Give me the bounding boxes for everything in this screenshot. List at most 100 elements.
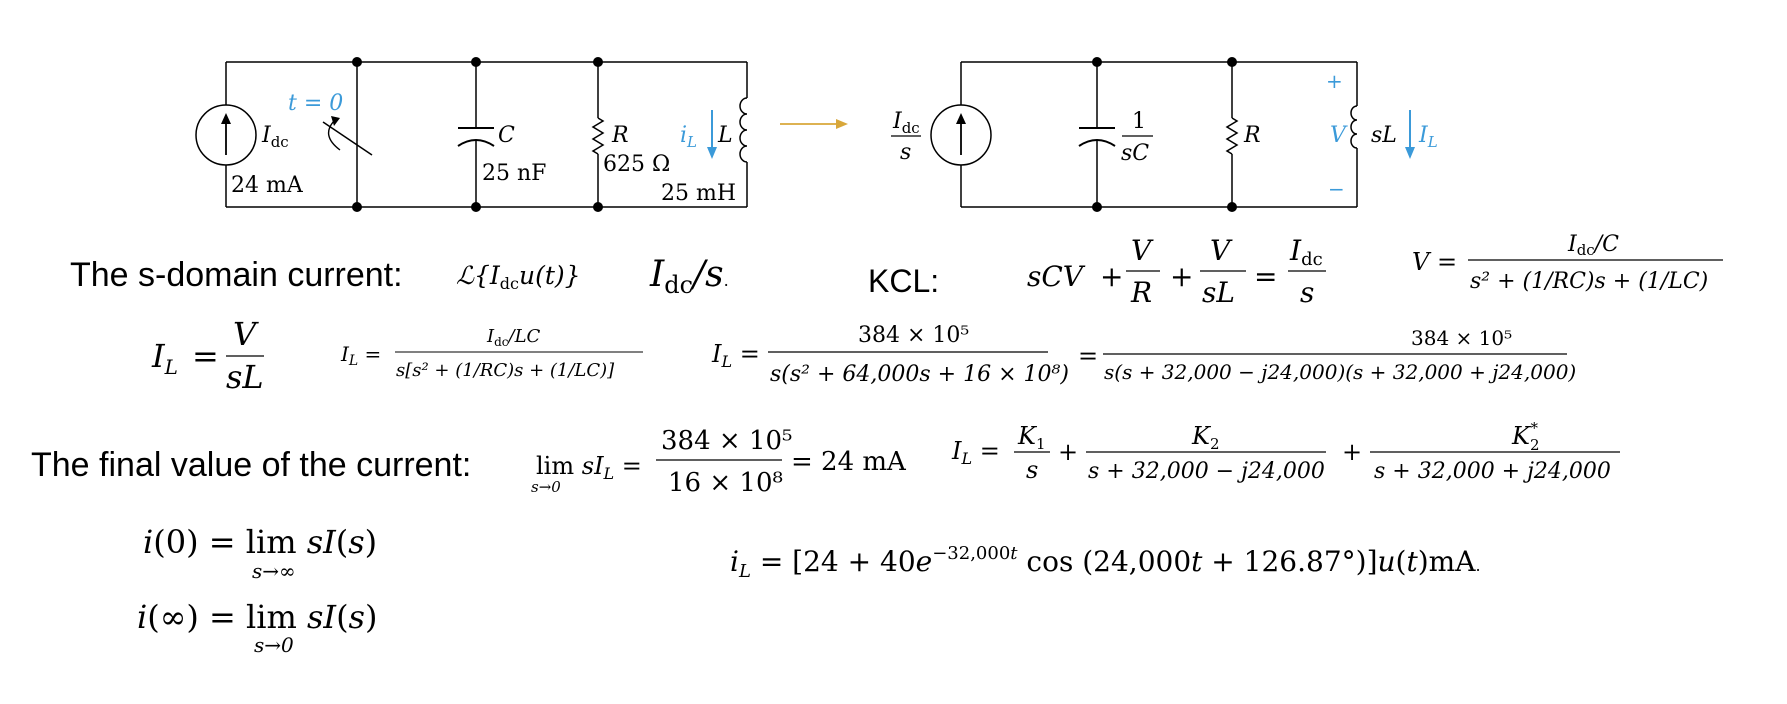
svg-text:+: + [1170, 260, 1193, 293]
pf-t1-den: s [1026, 456, 1038, 484]
v-minus: − [1328, 177, 1345, 201]
node-dot [1092, 57, 1102, 67]
il3-num: 384 × 10⁵ [858, 323, 969, 348]
switch-blade-icon [322, 121, 373, 156]
node-dot [352, 57, 362, 67]
il-v-over-sl: IL = V sL [151, 315, 264, 396]
svg-text:IL =: IL = [951, 437, 1000, 468]
il2-den: s[s² + (1/RC)s + (1/LC)] [396, 360, 615, 381]
svg-text:Idc: Idc [1289, 234, 1323, 270]
initial-value-theorem: i(0) = lim sI(s) s→∞ [143, 523, 377, 583]
fvt-sub: s→0 [254, 633, 294, 657]
inductor-coil-icon [1350, 105, 1358, 149]
node-dot [471, 202, 481, 212]
inductor-coil-icon [739, 97, 748, 163]
svg-text:s: s [1300, 276, 1314, 309]
lim-den: 16 × 10⁸ [668, 468, 783, 498]
transform-arrow-icon [780, 119, 848, 129]
svg-text:sL: sL [1202, 276, 1235, 309]
capacitor-curved-plate-icon [1078, 139, 1116, 147]
svg-text:K2: K2 [1191, 422, 1219, 453]
kcl-equation: sCV + V R + V sL = Idc s [1027, 234, 1326, 309]
time-domain-circuit: Idc 24 mA t = 0 C 25 nF R 625 Ω L 25 mH … [195, 57, 748, 212]
pf-plus1: + [1058, 438, 1078, 466]
il-time-domain: iL = [24 + 40e−32,000t cos (24,000t + 12… [730, 543, 1481, 582]
idc-over-s: Idc/s. [649, 254, 729, 299]
laplace-expression: ℒ{Idcu(t)} [456, 261, 581, 293]
pf-t2-den: s + 32,000 − j24,000 [1088, 459, 1325, 484]
kcl-heading: KCL: [868, 263, 939, 299]
fvt-lhs: i(∞) = lim sI(s) [137, 598, 377, 636]
cap-label: C [498, 123, 515, 148]
svg-text:IL =: IL = [711, 340, 760, 371]
il4-num: 384 × 10⁵ [1411, 326, 1512, 350]
svg-text:Idc/LC: Idc/LC [486, 326, 541, 349]
cap-den: sC [1121, 141, 1149, 166]
res-label: R [611, 123, 629, 148]
lim-rhs: = 24 mA [791, 447, 907, 477]
svg-text:K2*: K2* [1511, 419, 1539, 454]
node-dot [593, 57, 603, 67]
ind-current-label: iL [680, 123, 697, 151]
source-value: 24 mA [231, 173, 304, 198]
svg-text:V: V [1210, 234, 1233, 267]
pf-plus2: + [1342, 438, 1362, 466]
node-dot [1227, 57, 1237, 67]
partial-fraction-expansion: IL = K1 s + K2 s + 32,000 − j24,000 + K2… [951, 419, 1620, 484]
node-dot [1092, 202, 1102, 212]
final-value-theorem: i(∞) = lim sI(s) s→0 [137, 598, 377, 657]
ind-current-label: IL [1418, 123, 1438, 151]
switch-time-label: t = 0 [288, 91, 343, 116]
svg-text:V: V [233, 315, 259, 353]
svg-text:V: V [1131, 234, 1154, 267]
il-general-expression: IL = Idc/LC s[s² + (1/RC)s + (1/LC)] [340, 326, 643, 381]
switch-arrowhead-icon [331, 116, 340, 126]
source-label: Idc [261, 123, 289, 151]
s-domain-circuit: Idc s 1 sC R + V − sL IL [891, 57, 1438, 212]
v-lhs: V = [1412, 248, 1457, 276]
lim-sub: s→0 [531, 478, 561, 496]
sdomain-heading: The s-domain current: [70, 256, 403, 294]
ind-current-arrowhead-icon [707, 147, 717, 159]
res-label: R [1243, 123, 1261, 148]
ind-value: 25 mH [661, 181, 736, 206]
svg-text:sCV: sCV [1027, 260, 1086, 293]
svg-text:IL: IL [151, 337, 178, 379]
node-dot [471, 57, 481, 67]
source-arrowhead-icon [956, 113, 966, 124]
svg-text:K1: K1 [1017, 422, 1045, 453]
lim-word: lim sIL = [536, 452, 642, 483]
il-numeric-expression: IL = 384 × 10⁵ s(s² + 64,000s + 16 × 10⁸… [711, 323, 1069, 387]
resistor-zigzag-icon [1225, 117, 1239, 155]
source-den: s [900, 140, 911, 165]
svg-text:IL =: IL = [340, 342, 381, 369]
ivt-lhs: i(0) = lim sI(s) [143, 523, 377, 561]
svg-text:=: = [1254, 260, 1277, 293]
svg-text:sL: sL [226, 358, 264, 396]
switch-arc-icon [327, 119, 341, 151]
svg-text:=: = [192, 337, 219, 375]
pf-t3-den: s + 32,000 + j24,000 [1374, 459, 1611, 484]
node-dot [593, 202, 603, 212]
svg-text:Idc/C: Idc/C [1567, 232, 1619, 259]
node-dot [1227, 202, 1237, 212]
res-value: 625 Ω [603, 152, 670, 177]
v-solution-equation: V = Idc/C s² + (1/RC)s + (1/LC) [1412, 232, 1723, 294]
final-value-limit: lim sIL = s→0 384 × 10⁵ 16 × 10⁸ = 24 mA [531, 426, 907, 498]
final-value-heading: The final value of the current: [31, 446, 471, 484]
ind-label: L [717, 123, 733, 148]
v-label: V [1330, 123, 1348, 148]
ivt-sub: s→∞ [252, 559, 296, 583]
node-dot [352, 202, 362, 212]
resistor-zigzag-icon [591, 117, 605, 155]
source-arrowhead-icon [221, 113, 231, 124]
ind-label: sL [1371, 123, 1397, 148]
v-plus: + [1326, 69, 1343, 93]
il-factored-expression: = 384 × 10⁵ s(s + 32,000 − j24,000)(s + … [1078, 326, 1576, 384]
v-den: s² + (1/RC)s + (1/LC) [1470, 269, 1708, 294]
ind-current-arrowhead-icon [1405, 147, 1415, 159]
svg-text:R: R [1130, 276, 1152, 309]
il4-eq: = [1078, 342, 1098, 370]
cap-value: 25 nF [482, 161, 546, 186]
